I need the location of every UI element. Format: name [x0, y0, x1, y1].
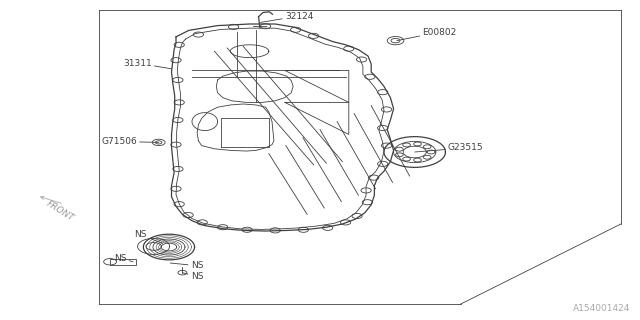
Text: NS: NS — [170, 261, 204, 270]
Bar — [110, 259, 136, 265]
Text: 31311: 31311 — [123, 59, 172, 69]
Text: FRONT: FRONT — [45, 199, 76, 222]
Text: NS: NS — [114, 254, 133, 263]
Text: NS: NS — [182, 272, 204, 281]
Text: A154001424: A154001424 — [573, 304, 630, 313]
Text: E00802: E00802 — [397, 28, 457, 41]
Text: 32124: 32124 — [260, 12, 313, 22]
Text: G23515: G23515 — [415, 143, 484, 152]
Text: G71506: G71506 — [101, 137, 159, 146]
Text: NS: NS — [134, 230, 163, 243]
